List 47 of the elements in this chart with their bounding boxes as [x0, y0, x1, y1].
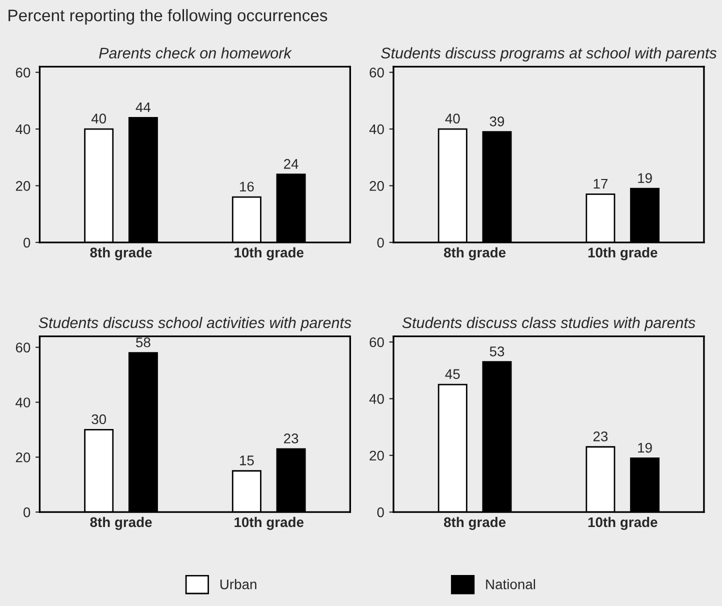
- legend-label: Urban: [220, 579, 256, 590]
- y-tick-label: 40: [16, 124, 30, 134]
- chart-title: Students discuss school activities with parents: [38, 316, 352, 332]
- y-tick-label: 0: [377, 507, 384, 518]
- data-label: 23: [284, 434, 298, 444]
- x-tick-label: 8th grade: [444, 247, 506, 260]
- x-tick-label: 8th grade: [90, 516, 152, 530]
- data-label: 40: [91, 114, 106, 124]
- x-tick-label: 10th grade: [588, 516, 658, 530]
- data-label: 24: [284, 159, 298, 169]
- y-tick-label: 60: [16, 68, 30, 78]
- data-label: 15: [240, 456, 254, 466]
- data-label: 16: [240, 182, 254, 192]
- data-label: 53: [490, 346, 504, 356]
- x-tick-label: 8th grade: [90, 247, 152, 260]
- data-label: 19: [638, 173, 652, 184]
- data-label: 30: [92, 414, 106, 424]
- chart-title: Parents check on homework: [99, 47, 292, 58]
- x-tick-label: 10th grade: [588, 247, 658, 260]
- y-tick-label: 0: [24, 507, 30, 518]
- data-label: 17: [594, 179, 608, 189]
- data-label: 58: [136, 337, 150, 348]
- text: Percent reporting the following occurrences: [8, 9, 328, 25]
- y-tick-label: 20: [16, 181, 30, 191]
- y-tick-label: 40: [369, 394, 384, 404]
- chart-title: Students discuss class studies with parents: [402, 316, 696, 332]
- x-tick-label: 8th grade: [444, 516, 506, 530]
- y-tick-label: 40: [16, 398, 30, 408]
- y-tick-label: 0: [24, 238, 30, 248]
- y-tick-label: 40: [369, 124, 384, 134]
- x-tick-label: 10th grade: [234, 516, 304, 530]
- data-label: 39: [490, 116, 504, 126]
- chart-title: Students discuss programs at school with parents: [381, 47, 717, 62]
- y-tick-label: 60: [16, 342, 30, 352]
- data-label: 45: [445, 369, 460, 379]
- data-label: 23: [593, 432, 608, 442]
- data-label: 40: [445, 114, 460, 124]
- y-tick-label: 0: [377, 238, 384, 248]
- y-tick-label: 20: [16, 452, 30, 462]
- y-tick-label: 20: [370, 450, 384, 461]
- data-label: 19: [638, 442, 652, 453]
- y-tick-label: 60: [370, 68, 384, 78]
- y-tick-label: 60: [370, 337, 384, 348]
- y-tick-label: 20: [370, 181, 384, 191]
- legend-label: National: [486, 579, 536, 590]
- x-tick-label: 10th grade: [234, 247, 304, 260]
- data-label: 44: [136, 102, 151, 112]
